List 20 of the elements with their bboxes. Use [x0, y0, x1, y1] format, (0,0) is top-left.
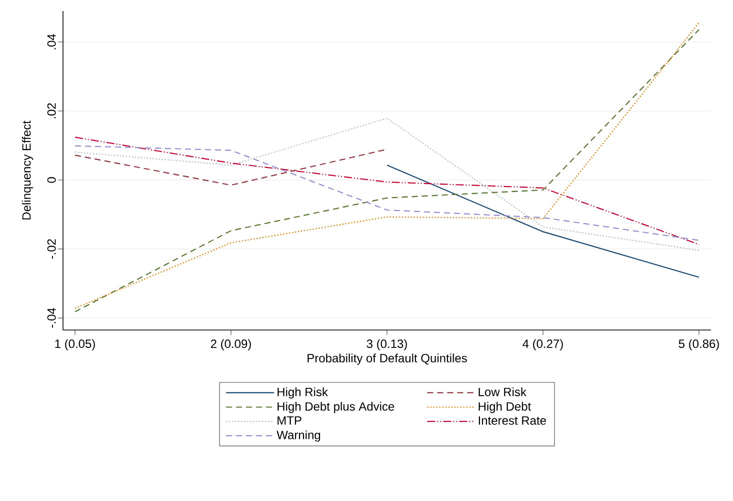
y-axis-title: Delinquency Effect: [22, 120, 34, 220]
legend-label: High Risk: [278, 387, 328, 399]
legend-label: High Debt plus Advice: [278, 402, 394, 414]
legend-label: High Debt: [478, 402, 532, 414]
x-tick-label: 1 (0.05): [55, 339, 95, 350]
x-tick-label: 5 (0.86): [678, 339, 719, 350]
x-tick-label: 4 (0.27): [522, 339, 563, 350]
y-tick-label: .02: [47, 103, 56, 118]
line-series: [74, 118, 700, 251]
y-tick-label: 0: [47, 177, 56, 183]
x-tick-label: 2 (0.09): [210, 339, 251, 350]
legend-label: Interest Rate: [478, 416, 546, 425]
legend-label: MTP: [278, 416, 302, 425]
legend-label: Low Risk: [478, 387, 526, 396]
y-tick-label: .04: [47, 34, 56, 50]
x-axis-title: Probability of Default Quintiles: [308, 354, 467, 365]
legend-label: Warning: [276, 430, 320, 442]
x-tick-label: 3 (0.13): [366, 339, 407, 350]
y-tick-label: -.02: [47, 239, 56, 259]
y-tick-label: -.04: [47, 308, 56, 328]
